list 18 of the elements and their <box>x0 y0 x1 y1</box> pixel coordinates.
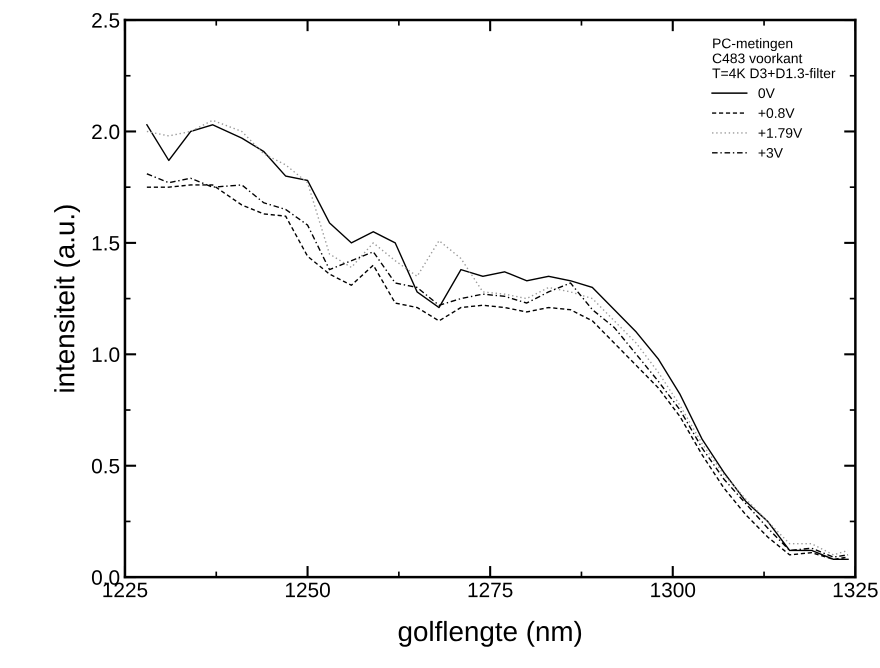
y-tick-label: 1.0 <box>92 347 120 362</box>
x-tick-label: 1300 <box>651 582 696 598</box>
legend-title: PC-metingen C483 voorkant T=4K D3+D1.3-filter <box>712 38 836 78</box>
y-tick-label: 2.5 <box>92 13 120 28</box>
x-tick-label: 1225 <box>103 582 148 598</box>
x-tick-label: 1325 <box>834 582 878 598</box>
y-tick-label: 0.0 <box>92 570 120 585</box>
y-tick-label: 0.5 <box>92 458 120 474</box>
legend-label: +3V <box>758 148 783 158</box>
legend-label: 0V <box>758 88 775 98</box>
y-tick-label: 1.5 <box>92 236 120 251</box>
y-tick-label: 2.0 <box>92 124 120 140</box>
legend-label: +0.8V <box>758 108 795 118</box>
x-tick-label: 1275 <box>468 582 512 598</box>
x-tick-label: 1250 <box>286 582 330 598</box>
legend-label: +1.79V <box>758 128 802 138</box>
x-axis-title: golflengte (nm) <box>398 620 582 647</box>
y-axis-title: intensiteit (a.u.) <box>54 205 80 392</box>
